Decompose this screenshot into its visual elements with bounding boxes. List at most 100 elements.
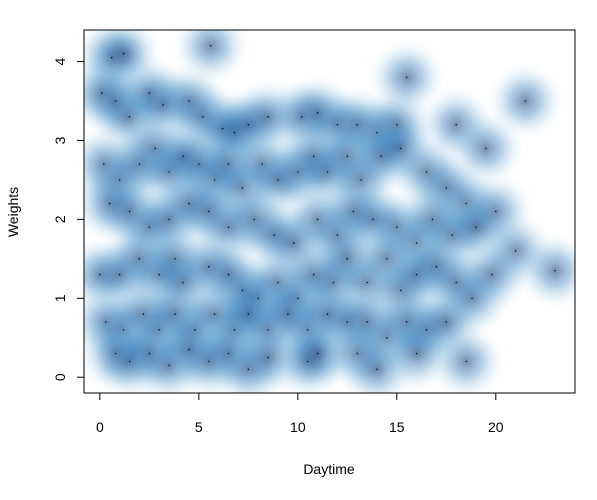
data-point (326, 171, 329, 173)
data-point (174, 258, 176, 260)
data-point (415, 242, 418, 244)
data-point (293, 242, 295, 244)
data-point (514, 250, 517, 252)
data-point (396, 123, 398, 126)
data-point (425, 171, 428, 173)
data-point (312, 155, 315, 157)
data-point (316, 218, 319, 221)
data-point (109, 202, 111, 205)
data-point (227, 352, 230, 355)
data-point (366, 281, 368, 284)
data-point (101, 92, 103, 94)
x-tick-label: 5 (195, 419, 203, 435)
data-point (346, 258, 349, 260)
data-point (128, 210, 131, 213)
data-point (445, 187, 448, 189)
data-point (376, 131, 378, 134)
data-point (198, 163, 200, 165)
y-tick-label: 2 (52, 215, 68, 223)
data-point (336, 234, 339, 236)
data-point (168, 364, 170, 367)
data-point (182, 155, 184, 157)
data-point (148, 352, 151, 355)
data-point (182, 281, 184, 284)
data-point (366, 321, 368, 323)
y-axis-title: Weights (5, 187, 21, 237)
data-point (386, 337, 388, 339)
data-point (485, 147, 487, 150)
data-point (188, 202, 190, 205)
data-point (287, 313, 289, 315)
data-point (241, 289, 244, 292)
data-point (491, 273, 493, 276)
data-point (227, 273, 230, 276)
data-point (455, 123, 457, 126)
data-point (352, 210, 354, 213)
data-point (138, 258, 141, 260)
data-point (253, 218, 255, 221)
data-point (213, 179, 216, 181)
data-point (495, 210, 497, 213)
data-point (261, 163, 263, 165)
data-point (118, 273, 121, 276)
data-point (475, 226, 477, 228)
x-tick-label: 0 (96, 419, 104, 435)
data-point (247, 368, 250, 371)
data-point (326, 313, 329, 315)
data-point (142, 313, 145, 315)
data-point (336, 123, 339, 126)
data-point (247, 123, 250, 126)
data-point (148, 92, 151, 94)
data-point (208, 266, 210, 268)
data-point (455, 281, 457, 284)
data-point (316, 112, 319, 114)
data-point (148, 226, 151, 228)
data-point (277, 179, 279, 181)
data-point (210, 45, 212, 47)
data-point (346, 155, 349, 157)
data-point (356, 352, 358, 355)
data-point (267, 329, 269, 331)
data-point (227, 163, 230, 165)
x-tick-label: 10 (290, 419, 306, 435)
data-point (105, 321, 107, 323)
data-point (122, 329, 125, 331)
data-point (213, 313, 216, 315)
data-point (202, 116, 204, 118)
data-point (400, 289, 402, 292)
data-point (208, 210, 210, 213)
data-point (221, 127, 224, 130)
data-point (277, 281, 279, 284)
data-point (445, 321, 448, 323)
data-point (267, 356, 269, 359)
x-tick-label: 20 (488, 419, 504, 435)
data-point (297, 171, 299, 173)
data-point (188, 100, 190, 102)
data-point (227, 226, 230, 228)
data-point (188, 348, 190, 351)
x-axis: 0 5 10 15 20 (96, 392, 504, 435)
data-point (406, 76, 408, 79)
data-point (233, 131, 236, 134)
x-axis-title: Daytime (303, 461, 355, 477)
density-blob (428, 323, 505, 393)
data-point (138, 163, 141, 165)
data-point (194, 329, 196, 331)
data-point (396, 226, 398, 228)
data-point (168, 171, 170, 173)
data-point (122, 52, 125, 55)
data-point (435, 266, 438, 268)
data-point (554, 269, 556, 272)
data-point (471, 297, 473, 300)
data-point (465, 360, 467, 363)
data-point (316, 352, 319, 355)
data-point (307, 360, 309, 363)
x-tick-label: 15 (389, 419, 405, 435)
data-point (247, 313, 250, 315)
data-point (425, 329, 428, 331)
data-point (312, 273, 315, 276)
points-layer (99, 45, 556, 371)
data-point (451, 234, 453, 236)
data-point (346, 321, 349, 323)
